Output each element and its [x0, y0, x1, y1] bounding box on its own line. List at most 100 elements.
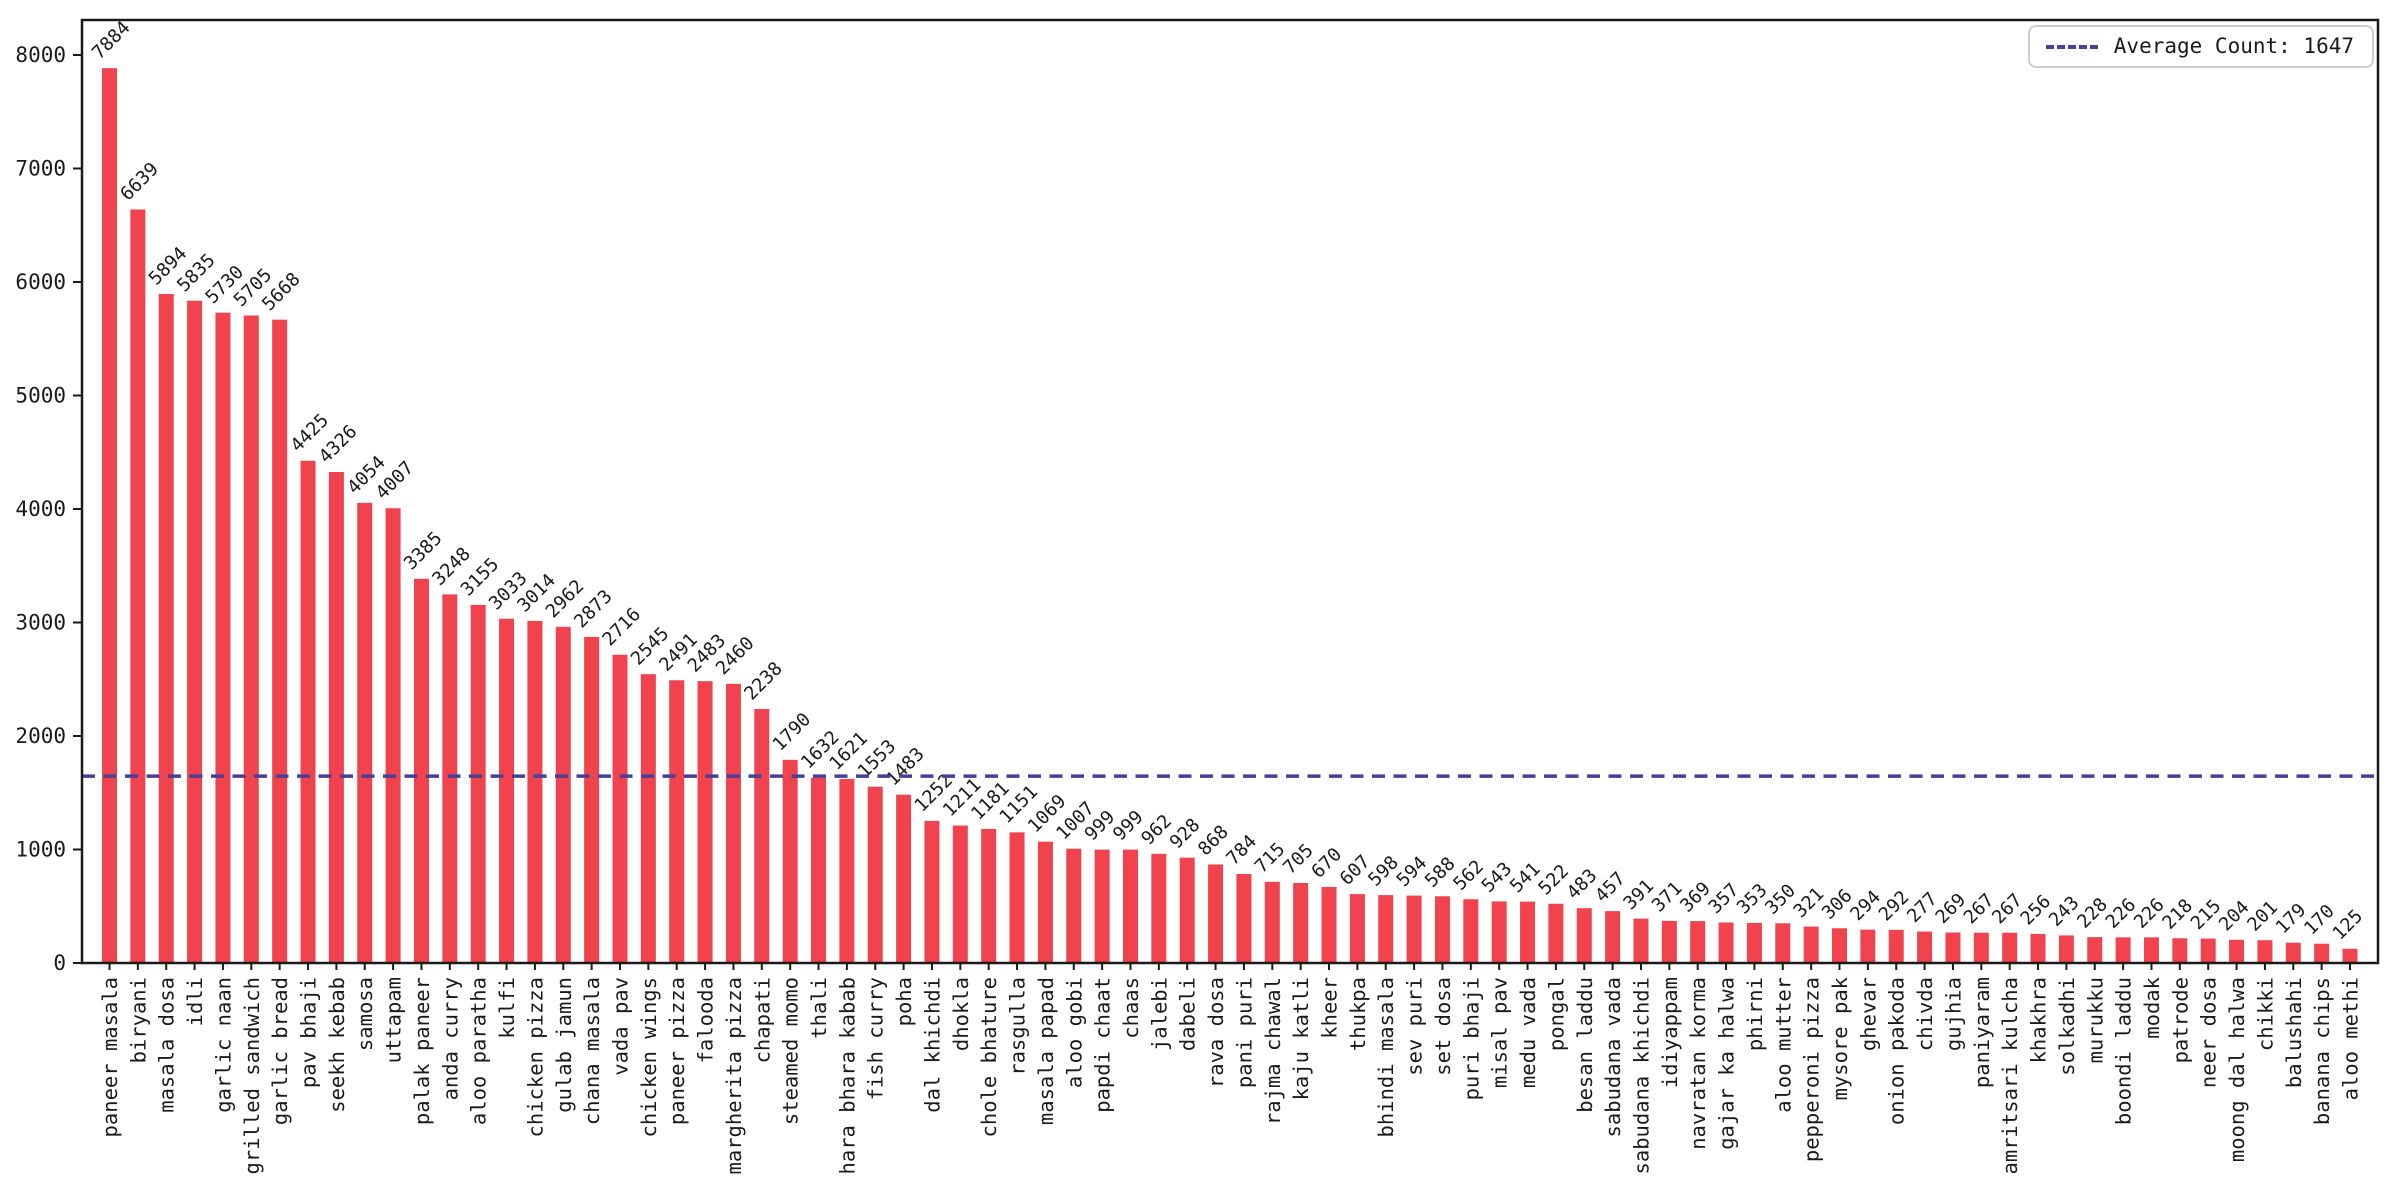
x-tick-label: aloo mutter — [1771, 977, 1795, 1113]
bar — [1860, 929, 1876, 963]
x-tick-label: puri bhaji — [1459, 977, 1483, 1100]
bar — [413, 578, 429, 963]
bar-value-label: 7884 — [88, 17, 134, 63]
bar-value-label: 201 — [2244, 897, 2282, 935]
y-tick-label: 3000 — [15, 611, 66, 635]
x-tick-label: jalebi — [1147, 977, 1171, 1051]
x-tick-label: neer dosa — [2197, 977, 2221, 1088]
x-tick-label: garlic naan — [211, 977, 235, 1113]
bar — [187, 300, 203, 963]
x-tick-label: chaas — [1119, 977, 1143, 1039]
bar — [2200, 938, 2216, 963]
x-tick-label: anda curry — [438, 977, 462, 1100]
x-tick-label: steamed momo — [779, 977, 803, 1125]
bar — [470, 604, 486, 963]
bar — [357, 502, 373, 963]
bar-value-label: 2238 — [740, 658, 786, 704]
x-tick-label: rava dosa — [1204, 977, 1228, 1088]
bar — [754, 708, 770, 963]
bar — [158, 294, 174, 963]
x-tick-label: idli — [183, 977, 207, 1026]
bar-value-label: 243 — [2045, 892, 2083, 930]
bar — [2285, 942, 2301, 963]
bar — [839, 779, 855, 963]
bar — [555, 626, 571, 963]
bar — [2087, 937, 2103, 963]
x-tick-label: fish curry — [864, 977, 888, 1100]
bar-value-label: 483 — [1563, 865, 1601, 903]
bar — [669, 680, 685, 963]
x-tick-label: kulfi — [495, 977, 519, 1039]
x-tick-label: balushahi — [2282, 977, 2306, 1088]
x-tick-label: gujhia — [1941, 977, 1965, 1051]
bar — [697, 681, 713, 963]
bar-value-label: 256 — [2017, 891, 2055, 929]
bar — [1576, 908, 1592, 963]
bar — [811, 777, 827, 963]
bar — [1293, 882, 1309, 963]
x-tick-label: bhindi masala — [1374, 977, 1398, 1137]
x-tick-label: rajma chawal — [1261, 977, 1285, 1125]
bar-value-label: 562 — [1450, 856, 1488, 894]
bar — [1661, 920, 1677, 963]
bar — [1520, 901, 1536, 963]
bar-value-label: 292 — [1875, 887, 1913, 925]
x-tick-label: ghevar — [1856, 977, 1880, 1051]
bar — [612, 654, 628, 963]
x-tick-label: paniyaram — [1970, 977, 1994, 1088]
bar — [640, 674, 656, 963]
bar — [1349, 894, 1365, 963]
x-tick-label: mysore pak — [1828, 976, 1852, 1100]
x-tick-label: grilled sandwich — [240, 977, 264, 1174]
x-tick-label: kaju katli — [1289, 977, 1313, 1100]
bar — [1151, 853, 1167, 963]
bar — [1605, 911, 1621, 963]
x-tick-label: chikki — [2253, 977, 2277, 1051]
x-tick-label: onion pakoda — [1885, 977, 1909, 1125]
x-tick-label: poha — [892, 977, 916, 1026]
x-tick-label: gajar ka halwa — [1715, 977, 1739, 1150]
bar-value-label: 6639 — [117, 159, 163, 205]
bar — [1832, 928, 1848, 963]
bar — [1009, 832, 1025, 963]
x-tick-label: chole bhature — [977, 977, 1001, 1137]
bar — [896, 794, 912, 963]
y-tick-label: 8000 — [15, 43, 66, 67]
x-tick-label: medu vada — [1516, 977, 1540, 1088]
bar — [867, 786, 883, 963]
x-tick-label: sev puri — [1403, 977, 1427, 1076]
bar — [1236, 874, 1252, 963]
x-tick-label: sabudana khichdi — [1629, 977, 1653, 1174]
bar — [924, 820, 940, 963]
x-tick-label: biryani — [126, 977, 150, 1063]
x-tick-label: chana masala — [580, 977, 604, 1125]
legend-label: Average Count: 1647 — [2113, 34, 2354, 58]
x-tick-label: masala papad — [1034, 977, 1058, 1125]
x-tick-label: pongal — [1544, 977, 1568, 1051]
x-tick-label: chivda — [1913, 977, 1937, 1051]
bar — [1066, 848, 1082, 963]
bar — [1208, 864, 1224, 963]
y-tick-label: 7000 — [15, 157, 66, 181]
bar — [1321, 886, 1337, 963]
bar — [2314, 943, 2330, 963]
bar — [1803, 926, 1819, 963]
x-tick-label: gulab jamun — [552, 977, 576, 1113]
x-tick-label: misal pav — [1488, 977, 1512, 1088]
x-tick-label: chapati — [750, 977, 774, 1063]
bar — [2342, 948, 2358, 963]
y-tick-label: 1000 — [15, 838, 66, 862]
x-tick-label: paneer pizza — [665, 977, 689, 1125]
bar — [385, 508, 401, 963]
bar-value-label: 588 — [1421, 853, 1459, 891]
x-tick-label: falooda — [694, 977, 718, 1063]
legend: Average Count: 1647 — [2027, 25, 2374, 69]
x-tick-label: moong dal halwa — [2225, 977, 2249, 1162]
bar — [130, 209, 146, 963]
bar — [102, 68, 117, 963]
x-tick-label: samosa — [353, 977, 377, 1051]
x-tick-label: boondi laddu — [2112, 977, 2136, 1125]
bar — [981, 828, 997, 963]
bar — [2257, 940, 2273, 963]
